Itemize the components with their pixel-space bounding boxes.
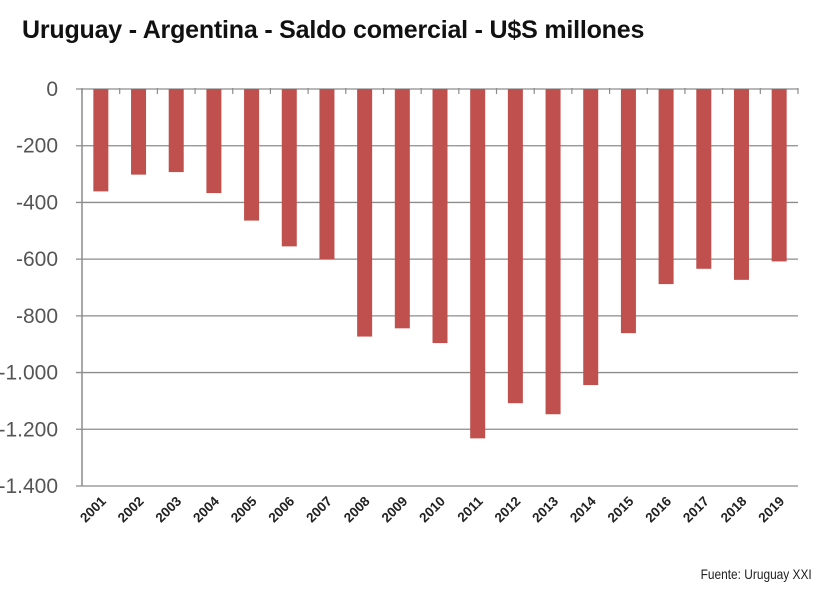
bar-2019 xyxy=(771,89,787,262)
bar-2002 xyxy=(131,89,147,175)
bar-2007 xyxy=(319,89,335,260)
bar-2018 xyxy=(733,89,749,280)
source-note: Fuente: Uruguay XXI xyxy=(700,566,812,582)
x-tick-label: 2017 xyxy=(680,494,712,526)
x-tick-label: 2011 xyxy=(454,493,486,525)
y-tick-label: -1.000 xyxy=(0,362,58,385)
x-tick-label: 2005 xyxy=(228,493,260,525)
bar-2004 xyxy=(206,89,222,194)
bar-2001 xyxy=(93,89,109,192)
x-tick-label: 2004 xyxy=(190,493,222,525)
bar-2012 xyxy=(507,89,523,404)
y-tick-label: 0 xyxy=(46,78,58,101)
bar-2009 xyxy=(394,89,410,329)
bar-2006 xyxy=(281,89,297,247)
x-tick-label: 2003 xyxy=(152,493,184,525)
bar-2005 xyxy=(244,89,260,221)
y-tick-label: -200 xyxy=(16,135,58,158)
bar-2017 xyxy=(696,89,712,269)
x-tick-label: 2002 xyxy=(115,494,147,526)
x-tick-label: 2018 xyxy=(718,493,750,525)
bar-2013 xyxy=(545,89,561,415)
y-tick-label: -1.400 xyxy=(0,475,58,498)
bar-2014 xyxy=(583,89,599,386)
x-tick-label: 2007 xyxy=(303,494,335,526)
y-tick-label: -800 xyxy=(16,305,58,328)
x-tick-label: 2014 xyxy=(567,493,599,525)
y-tick-label: -1.200 xyxy=(0,418,58,441)
x-tick-label: 2016 xyxy=(642,493,674,525)
bar-2016 xyxy=(658,89,674,285)
bar-2008 xyxy=(357,89,373,337)
x-tick-label: 2019 xyxy=(755,494,787,526)
x-tick-label: 2009 xyxy=(379,494,411,526)
bar-2003 xyxy=(168,89,184,173)
x-tick-label: 2012 xyxy=(492,494,524,526)
y-tick-label: -600 xyxy=(16,248,58,271)
x-tick-label: 2013 xyxy=(529,493,561,525)
x-tick-label: 2001 xyxy=(77,493,109,525)
x-tick-label: 2008 xyxy=(341,493,373,525)
bar-2010 xyxy=(432,89,448,344)
bar-2015 xyxy=(620,89,636,334)
x-tick-label: 2015 xyxy=(605,493,637,525)
chart-title: Uruguay - Argentina - Saldo comercial - … xyxy=(22,16,645,44)
y-tick-label: -400 xyxy=(16,191,58,214)
x-tick-label: 2010 xyxy=(416,494,448,526)
bar-2011 xyxy=(470,89,486,439)
x-tick-label: 2006 xyxy=(266,493,298,525)
